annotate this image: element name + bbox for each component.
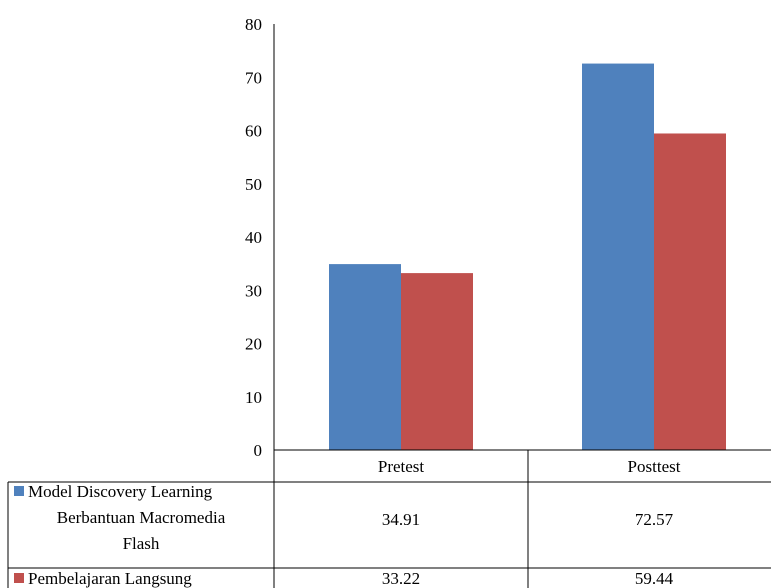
legend-swatch bbox=[14, 573, 24, 583]
legend-label: Model Discovery Learning bbox=[28, 482, 213, 501]
legend-label: Flash bbox=[123, 534, 160, 553]
legend-label: Berbantuan Macromedia bbox=[57, 508, 226, 527]
y-tick-label: 70 bbox=[245, 68, 262, 87]
y-tick-label: 0 bbox=[254, 441, 263, 460]
table-value-cell: 34.91 bbox=[382, 510, 420, 529]
y-tick-label: 10 bbox=[245, 388, 262, 407]
y-tick-label: 40 bbox=[245, 228, 262, 247]
data-table: Pretest Posttest Model Discovery Learning B… bbox=[7, 449, 771, 588]
x-category-label: Posttest bbox=[628, 457, 681, 476]
bars bbox=[329, 63, 726, 450]
table-value-cell: 33.22 bbox=[382, 569, 420, 588]
bar-series-1-posttest bbox=[582, 63, 654, 450]
y-tick-label: 80 bbox=[245, 15, 262, 34]
legend-swatch bbox=[14, 486, 24, 496]
y-tick-label: 20 bbox=[245, 335, 262, 354]
table-value-cell: 59.44 bbox=[635, 569, 674, 588]
table-value-cell: 72.57 bbox=[635, 510, 674, 529]
bar-series-2-pretest bbox=[401, 273, 473, 450]
y-tick-label: 30 bbox=[245, 281, 262, 300]
y-axis-tick-labels: 0 10 20 30 40 50 60 70 80 bbox=[245, 15, 262, 460]
y-tick-label: 50 bbox=[245, 175, 262, 194]
x-category-label: Pretest bbox=[378, 457, 425, 476]
legend-label: Pembelajaran Langsung bbox=[28, 569, 192, 588]
bar-series-1-pretest bbox=[329, 264, 401, 450]
y-tick-label: 60 bbox=[245, 122, 262, 141]
bar-series-2-posttest bbox=[654, 133, 726, 450]
